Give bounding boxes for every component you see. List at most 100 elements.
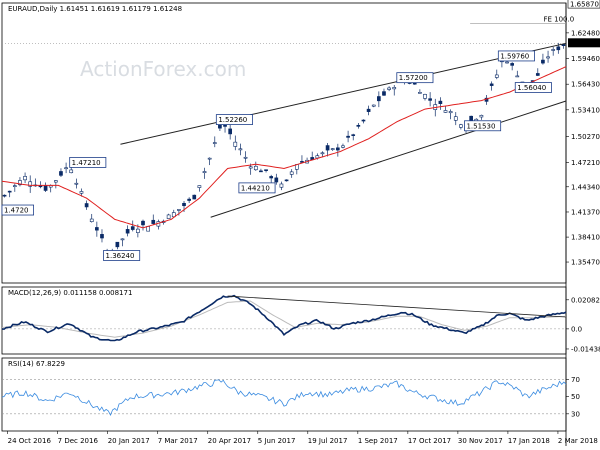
- candle-body: [18, 180, 22, 186]
- candle-body: [95, 227, 99, 231]
- candle-body: [166, 214, 171, 219]
- level-annotation-label: 1.59760: [500, 52, 529, 60]
- candle-body: [361, 119, 366, 122]
- static-labels: ActionForex.com EURAUD,Daily 1.61451 1.6…: [8, 5, 246, 368]
- candle-body: [28, 181, 33, 187]
- panel-frames: [1, 2, 567, 446]
- macd-line: [2, 294, 567, 342]
- price-y-tick-label: 1.59460: [571, 55, 600, 63]
- candle-body: [12, 185, 17, 187]
- level-annotation-label: 1.51530: [466, 122, 495, 130]
- level-annotation-box: [464, 120, 502, 132]
- candle-body: [279, 183, 284, 188]
- candle-body: [207, 157, 212, 160]
- candle-body: [141, 220, 145, 226]
- candle-body: [89, 218, 94, 223]
- level-annotation-label: 1.47210: [72, 159, 101, 167]
- candle-body: [182, 202, 186, 207]
- candle-body: [120, 238, 125, 241]
- level-annotation-box: [103, 250, 141, 261]
- candle-body: [202, 171, 207, 174]
- candle-body: [53, 180, 58, 183]
- watermark: ActionForex.com: [80, 57, 246, 81]
- candle-body: [253, 165, 258, 171]
- level-annotation-label: 1.44210: [241, 184, 270, 192]
- macd-y-tick-label: 0.0: [571, 325, 582, 333]
- candle-body: [535, 73, 540, 76]
- candle-body: [243, 156, 248, 159]
- candle-body: [356, 124, 361, 127]
- x-tick-label: 20 Jan 2017: [108, 437, 150, 445]
- candle-body: [23, 176, 27, 181]
- candle-body: [453, 116, 458, 121]
- macd-y-tick-label: -0.014386: [571, 345, 600, 353]
- level-annotation-label: 1.52260: [218, 116, 247, 124]
- candle-body: [284, 179, 289, 182]
- candle-body: [489, 83, 494, 86]
- candle-body: [325, 145, 330, 151]
- candle-body: [259, 170, 263, 173]
- rsi-panel-frame: [1, 357, 567, 432]
- candle-body: [187, 198, 191, 201]
- candle-body: [505, 61, 509, 64]
- candle-body: [330, 148, 335, 150]
- candle-body: [43, 185, 48, 191]
- macd-signal-line: [1, 300, 567, 338]
- candle-body: [84, 203, 89, 208]
- price-y-tick-label: 1.50270: [571, 133, 600, 141]
- current-price-box: [568, 38, 600, 48]
- x-tick-label: 17 Jan 2018: [508, 437, 550, 445]
- rsi-header: RSI(14) 67.8229: [8, 360, 65, 368]
- candle-body: [2, 194, 7, 197]
- price-y-tick-label: 1.53410: [571, 106, 600, 114]
- x-tick-label: 19 Jul 2017: [308, 437, 348, 445]
- top-level-box: [567, 0, 600, 9]
- candle-body: [392, 87, 397, 90]
- candle-body: [177, 209, 181, 211]
- candle-body: [371, 104, 376, 107]
- x-tick-label: 7 Mar 2017: [158, 437, 198, 445]
- candle-body: [341, 145, 345, 148]
- candle-body: [136, 228, 140, 233]
- rsi-y-tick-label: 70: [571, 376, 580, 384]
- level-annotation-box: [1, 204, 35, 216]
- current-price-label: 1.61248: [570, 40, 599, 48]
- candle-body: [269, 176, 274, 179]
- x-tick-label: 24 Oct 2016: [8, 437, 52, 445]
- x-tick-label: 30 Nov 2017: [458, 437, 503, 445]
- candle-body: [541, 59, 545, 64]
- level-annotation-label: 1.4720: [4, 207, 29, 215]
- candle-body: [366, 108, 371, 112]
- candle-body: [423, 94, 427, 99]
- candle-body: [546, 56, 550, 59]
- fe-level-label: FE 100.0: [543, 16, 574, 24]
- level-annotation-box: [514, 82, 552, 93]
- candle-body: [248, 166, 253, 169]
- price-y-tick-label: 1.35470: [571, 259, 600, 267]
- trend-channel-line: [120, 42, 567, 145]
- candle-body: [64, 167, 68, 170]
- rsi-line: [1, 379, 567, 417]
- trend-channel-line: [210, 100, 567, 218]
- candle-body: [125, 229, 130, 234]
- macd-divergence-line: [227, 295, 567, 318]
- macd-panel-frame: [1, 286, 567, 355]
- candle-body: [443, 110, 448, 113]
- x-tick-label: 5 Jun 2017: [258, 437, 296, 445]
- candle-body: [377, 96, 381, 102]
- level-annotation-box: [215, 114, 253, 125]
- candle-body: [351, 134, 356, 136]
- candle-body: [551, 49, 556, 51]
- price-header: EURAUD,Daily 1.61451 1.61619 1.61179 1.6…: [8, 5, 182, 13]
- candle-body: [459, 124, 463, 128]
- candle-body: [233, 141, 238, 147]
- candle-body: [238, 148, 243, 151]
- candle-body: [320, 152, 325, 155]
- candle-body: [100, 234, 104, 239]
- level-annotation-label: 1.57200: [399, 74, 428, 82]
- price-y-tick-label: 1.38410: [571, 234, 600, 242]
- level-annotation-box: [238, 182, 276, 194]
- candle-body: [448, 111, 453, 114]
